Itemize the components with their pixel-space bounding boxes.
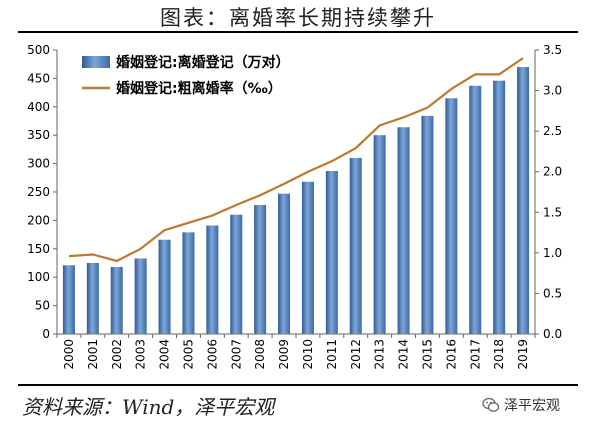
bar [134, 258, 147, 334]
x-tick-label: 2000 [62, 339, 76, 370]
y-tick-label-left: 50 [35, 299, 50, 313]
x-tick-label: 2011 [325, 339, 339, 370]
y-tick-label-right: 3.5 [543, 43, 562, 57]
y-tick-label-left: 150 [27, 242, 50, 256]
bar [182, 232, 195, 334]
x-tick-label: 2015 [420, 339, 434, 370]
y-tick-label-right: 0.5 [543, 286, 562, 300]
axes: 0 50 100 150 200 250 300 350 400 450 500 0.0 0.5 1.0 1… [27, 43, 562, 370]
y-tick-label-right: 3.0 [543, 84, 562, 98]
bar [230, 214, 243, 334]
y-tick-label-left: 400 [27, 100, 50, 114]
x-tick-label: 2005 [181, 339, 195, 370]
bar [86, 263, 99, 334]
x-tick-label: 2006 [205, 339, 219, 370]
x-tick-label: 2001 [86, 339, 100, 370]
y-tick-label-right: 2.0 [543, 165, 562, 179]
watermark: 泽平宏观 [482, 395, 560, 415]
y-tick-label-right: 0.0 [543, 327, 562, 341]
y-tick-label-left: 250 [27, 185, 50, 199]
bar [110, 266, 123, 334]
legend-bar-label: 婚姻登记:离婚登记（万对） [116, 54, 290, 71]
bar [254, 205, 267, 334]
x-tick-label: 2009 [277, 339, 291, 370]
bar [517, 67, 530, 334]
title-divider [18, 31, 578, 33]
bar [397, 127, 410, 334]
x-tick-label: 2013 [373, 339, 387, 370]
x-tick-label: 2012 [349, 339, 363, 370]
rate-line [68, 57, 524, 263]
y-tick-label-left: 300 [27, 157, 50, 171]
chart-title: 图表：离婚率长期持续攀升 [160, 6, 436, 30]
source-note: 资料来源：Wind，泽平宏观 [22, 395, 275, 419]
x-tick-label: 2016 [444, 339, 458, 370]
watermark-text: 泽平宏观 [504, 398, 560, 414]
x-tick-label: 2010 [301, 339, 315, 370]
bar [349, 157, 362, 334]
x-tick-label: 2002 [110, 339, 124, 370]
x-tick-label: 2019 [516, 339, 530, 370]
bar [493, 80, 506, 334]
y-tick-label-right: 2.5 [543, 124, 562, 138]
bar [158, 239, 171, 334]
bar [373, 135, 386, 334]
x-tick-label: 2007 [229, 339, 243, 370]
bar [421, 115, 434, 334]
bar [206, 225, 219, 334]
wechat-icon [482, 397, 500, 412]
source-divider [18, 384, 578, 386]
x-tick-label: 2008 [253, 339, 267, 370]
y-tick-label-left: 350 [27, 128, 50, 142]
bar [278, 193, 291, 334]
y-tick-label-right: 1.0 [543, 246, 562, 260]
y-tick-label-left: 450 [27, 71, 50, 85]
legend-bar-swatch [82, 56, 110, 68]
x-tick-label: 2004 [158, 339, 172, 370]
bar [469, 85, 482, 334]
bar [301, 181, 314, 334]
y-tick-label-left: 500 [27, 43, 50, 57]
bar [325, 170, 338, 334]
legend-line-label: 婚姻登记:粗离婚率（‰） [116, 80, 282, 97]
rate-line-path [68, 57, 524, 263]
y-tick-label-left: 0 [42, 327, 50, 341]
x-tick-label: 2018 [492, 339, 506, 370]
legend: 婚姻登记:离婚登记（万对） 婚姻登记:粗离婚率（‰） [82, 54, 290, 97]
y-tick-label-left: 200 [27, 213, 50, 227]
bar [445, 98, 458, 334]
chart: 0 50 100 150 200 250 300 350 400 450 500 0.0 0.5 1.0 1… [27, 43, 562, 370]
x-tick-label: 2003 [134, 339, 148, 370]
y-tick-label-left: 100 [27, 270, 50, 284]
x-tick-label: 2017 [468, 339, 482, 370]
bars [62, 67, 530, 334]
bar [62, 265, 75, 334]
x-tick-label: 2014 [397, 339, 411, 370]
y-tick-label-right: 1.5 [543, 205, 562, 219]
